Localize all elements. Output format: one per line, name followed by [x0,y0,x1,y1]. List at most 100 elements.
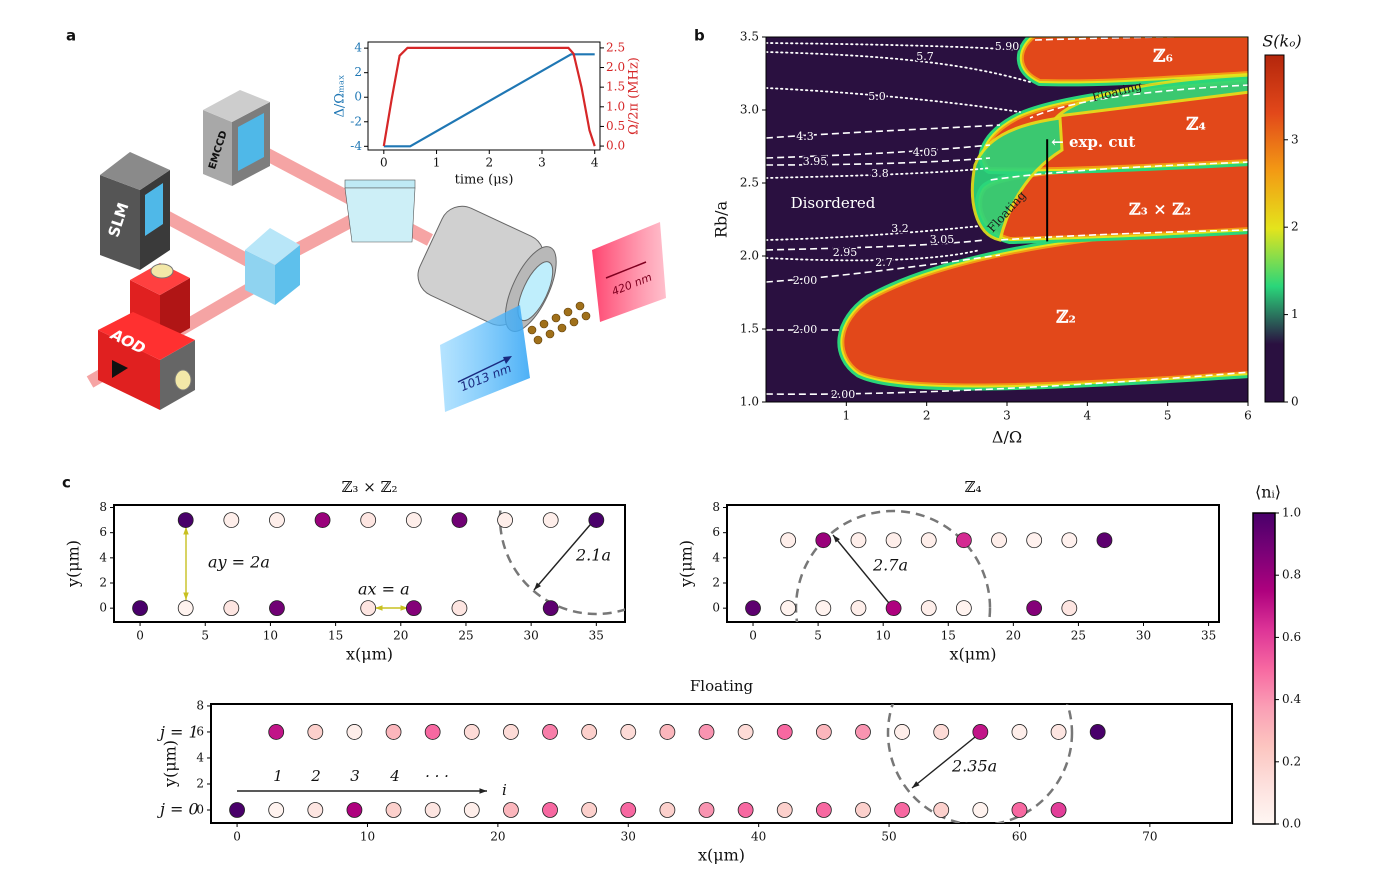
contour-label: 4.3 [796,130,814,143]
x-tick-label: 6 [1244,409,1252,423]
x-tick-label: 10 [263,629,278,643]
annotation: ← exp. cut [1051,133,1135,151]
colorbar-tick-label: 0.8 [1282,568,1301,582]
x-tick-label: 10 [360,830,375,844]
contour [766,144,991,159]
atom [542,724,558,740]
x-axis-label: x(μm) [949,645,996,664]
slm-device: SLM [100,152,170,270]
y-tick-label: 2 [196,776,204,790]
atom [223,600,240,617]
x-tick-label: 10 [876,629,891,643]
y2-tick-label: 1.0 [606,99,625,113]
atom [894,802,910,818]
contour-label: 3.95 [803,155,828,168]
x-tick-label: 35 [589,629,604,643]
atom [451,600,468,617]
atom [314,512,331,528]
colorbar [1252,512,1276,825]
atom [542,802,558,818]
x-tick-label: 30 [1136,629,1151,643]
atom [223,512,240,528]
region-label: ℤ₄ [1186,115,1206,135]
arrow [832,534,894,609]
atom [885,600,902,617]
beam-arrow [457,357,509,383]
x-tick-label: 30 [524,629,539,643]
atom [855,802,871,818]
y-tick-label: -2 [350,114,362,128]
contour [766,51,1031,83]
y-axis-label: Δ/Ωₘₐₓ [333,74,348,117]
atom [360,600,377,617]
arrow-head [375,605,383,611]
contour-label: 2.7 [875,256,893,269]
atom [933,724,950,740]
atom [269,512,285,528]
y-tick-label: 2 [354,65,362,79]
floating-region [1053,73,1248,119]
y-tick-label: 1.5 [740,322,759,336]
atom [542,600,559,617]
atom [463,802,480,818]
x-tick-label: 20 [393,629,408,643]
heatmap: 5.90 5.7 5.0 4.3 4.05 3.95 3.8 3.2 3.05 2.95 2.7 2.… [766,37,1248,402]
atom [307,724,324,740]
atom [177,600,194,617]
atom [1050,724,1067,740]
y-axis-label: Rb/a [712,200,731,238]
y-tick-label: 3.5 [740,30,759,44]
panel-label: b [694,27,705,45]
annotation: ax = a [358,580,410,599]
atom [737,802,754,818]
atom [405,600,422,617]
colorbar-tick-label: 0.2 [1282,754,1301,768]
contour [766,371,1248,396]
arrow-head [183,592,189,600]
atom [177,512,194,528]
x-tick-label: 0 [136,629,144,643]
y-tick-label: 6 [196,724,204,738]
contour-label: 3.05 [930,233,955,246]
x-tick-label: 20 [490,830,505,844]
phase-region [842,225,1248,386]
x-tick-label: 30 [621,830,636,844]
series-line [382,46,596,147]
contour [766,42,1021,51]
y2-axis-label: Ω/2π (MHz) [627,57,642,135]
colorbar-tick-label: 0.0 [1282,817,1301,831]
atom [1061,600,1078,617]
atom [503,724,519,740]
arrow-head [534,582,541,590]
annotation: 2.35a [951,757,997,776]
panel-label: a [66,27,76,45]
colorbar-tick-label: 2 [1291,220,1299,234]
colorbar [1264,54,1285,403]
annotation: 2.1a [575,546,611,565]
annotation: j = 0 [157,800,199,819]
colorbar-tick-label: 0 [1291,395,1299,409]
atom [268,724,285,740]
x-tick-label: 25 [458,629,473,643]
chart-title: ℤ₄ [965,478,982,496]
colorbar-tick-label: 1 [1291,307,1299,321]
atom [745,600,761,617]
y2-tick-label: 1.5 [606,80,625,94]
atom [972,802,989,818]
annotation: j = 1 [157,723,199,742]
annotation: 4 [389,767,400,785]
x-tick-label: 35 [1201,629,1216,643]
interaction-radius [886,704,1074,823]
y-tick-label: 4 [712,550,720,564]
x-tick-label: 0 [233,830,241,844]
x-tick-label: 0 [749,629,757,643]
x-tick-label: 25 [1071,629,1086,643]
y2-tick-label: 0.0 [606,139,625,153]
y-tick-label: 1.0 [740,395,759,409]
contour [766,87,1021,113]
phase-region [1021,37,1248,82]
contour-label: 3.2 [891,222,909,235]
x-tick-label: 5 [201,629,209,643]
atom [1089,724,1106,740]
atom [620,724,637,740]
